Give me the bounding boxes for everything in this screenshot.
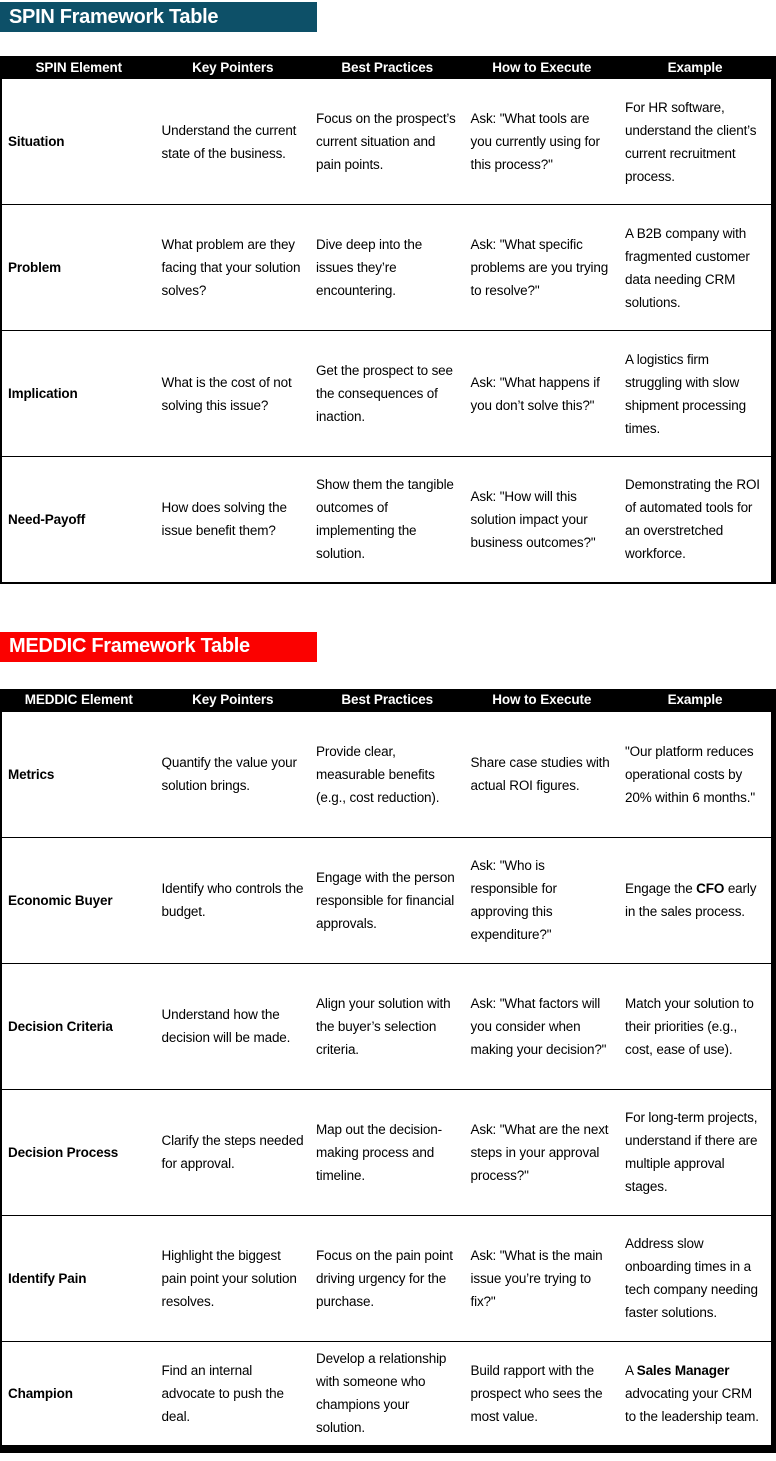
meddic-header-best-practices: Best Practices xyxy=(310,688,465,711)
cell-example: Match your solution to their priorities … xyxy=(619,962,774,1089)
cell-key-pointers: Understand how the decision will be made… xyxy=(155,962,310,1089)
meddic-header-key-pointers: Key Pointers xyxy=(155,688,310,711)
cell-example: Demonstrating the ROI of automated tools… xyxy=(619,456,774,583)
spin-header-key-pointers: Key Pointers xyxy=(155,56,310,79)
cell-key-pointers: Understand the current state of the busi… xyxy=(155,78,310,205)
cell-example: "Our platform reduces operational costs … xyxy=(619,710,774,837)
cell-best-practices: Get the prospect to see the consequences… xyxy=(310,330,465,457)
meddic-framework-table: MEDDIC Element Key Pointers Best Practic… xyxy=(0,688,776,1453)
table-row-economic-buyer: Economic Buyer Identify who controls the… xyxy=(1,836,774,963)
meddic-title: MEDDIC Framework Table xyxy=(9,635,250,657)
cell-element: Decision Process xyxy=(1,1088,156,1215)
cell-key-pointers: What is the cost of not solving this iss… xyxy=(155,330,310,457)
cell-how-to-execute: Ask: "What factors will you consider whe… xyxy=(464,962,619,1089)
spin-title-bar: SPIN Framework Table xyxy=(0,2,317,32)
cell-best-practices: Provide clear, measurable benefits (e.g.… xyxy=(310,710,465,837)
cell-key-pointers: Find an internal advocate to push the de… xyxy=(155,1340,310,1449)
cell-example: A Sales Manager advocating your CRM to t… xyxy=(619,1340,774,1449)
cell-best-practices: Develop a relationship with someone who … xyxy=(310,1340,465,1449)
spin-header-row: SPIN Element Key Pointers Best Practices… xyxy=(1,56,774,79)
cell-example: For long-term projects, understand if th… xyxy=(619,1088,774,1215)
cell-example: A logistics firm struggling with slow sh… xyxy=(619,330,774,457)
table-row-implication: Implication What is the cost of not solv… xyxy=(1,330,774,457)
spin-header-best-practices: Best Practices xyxy=(310,56,465,79)
cell-key-pointers: What problem are they facing that your s… xyxy=(155,204,310,331)
cell-best-practices: Engage with the person responsible for f… xyxy=(310,836,465,963)
cell-best-practices: Align your solution with the buyer’s sel… xyxy=(310,962,465,1089)
cell-how-to-execute: Ask: "Who is responsible for approving t… xyxy=(464,836,619,963)
table-row-problem: Problem What problem are they facing tha… xyxy=(1,204,774,331)
cell-element: Economic Buyer xyxy=(1,836,156,963)
cell-element: Implication xyxy=(1,330,156,457)
cell-how-to-execute: Ask: "What is the main issue you’re tryi… xyxy=(464,1214,619,1341)
meddic-header-how-to-execute: How to Execute xyxy=(464,688,619,711)
table-row-champion: Champion Find an internal advocate to pu… xyxy=(1,1340,774,1449)
meddic-header-row: MEDDIC Element Key Pointers Best Practic… xyxy=(1,688,774,711)
cell-element: Situation xyxy=(1,78,156,205)
cell-element: Metrics xyxy=(1,710,156,837)
meddic-title-bar: MEDDIC Framework Table xyxy=(0,631,317,662)
table-row-situation: Situation Understand the current state o… xyxy=(1,78,774,205)
cell-key-pointers: Quantify the value your solution brings. xyxy=(155,710,310,837)
cell-element: Decision Criteria xyxy=(1,962,156,1089)
cell-element: Problem xyxy=(1,204,156,331)
cell-key-pointers: Highlight the biggest pain point your so… xyxy=(155,1214,310,1341)
cell-how-to-execute: Share case studies with actual ROI figur… xyxy=(464,710,619,837)
cell-best-practices: Dive deep into the issues they’re encoun… xyxy=(310,204,465,331)
cell-element: Need-Payoff xyxy=(1,456,156,583)
meddic-header-element: MEDDIC Element xyxy=(1,688,156,711)
cell-key-pointers: Identify who controls the budget. xyxy=(155,836,310,963)
cell-element: Identify Pain xyxy=(1,1214,156,1341)
cell-key-pointers: Clarify the steps needed for approval. xyxy=(155,1088,310,1215)
cell-how-to-execute: Ask: "What are the next steps in your ap… xyxy=(464,1088,619,1215)
cell-example: Address slow onboarding times in a tech … xyxy=(619,1214,774,1341)
cell-element: Champion xyxy=(1,1340,156,1449)
table-row-decision-process: Decision Process Clarify the steps neede… xyxy=(1,1088,774,1215)
table-row-identify-pain: Identify Pain Highlight the biggest pain… xyxy=(1,1214,774,1341)
cell-how-to-execute: Ask: "What tools are you currently using… xyxy=(464,78,619,205)
cell-how-to-execute: Ask: "How will this solution impact your… xyxy=(464,456,619,583)
spin-header-how-to-execute: How to Execute xyxy=(464,56,619,79)
cell-example: Engage the CFO early in the sales proces… xyxy=(619,836,774,963)
spin-framework-table: SPIN Element Key Pointers Best Practices… xyxy=(0,56,776,584)
cell-best-practices: Focus on the prospect’s current situatio… xyxy=(310,78,465,205)
spin-header-element: SPIN Element xyxy=(1,56,156,79)
spin-header-example: Example xyxy=(619,56,774,79)
meddic-header-example: Example xyxy=(619,688,774,711)
table-row-need-payoff: Need-Payoff How does solving the issue b… xyxy=(1,456,774,583)
cell-best-practices: Focus on the pain point driving urgency … xyxy=(310,1214,465,1341)
spin-title: SPIN Framework Table xyxy=(9,5,219,28)
cell-example: For HR software, understand the client’s… xyxy=(619,78,774,205)
cell-best-practices: Show them the tangible outcomes of imple… xyxy=(310,456,465,583)
table-row-metrics: Metrics Quantify the value your solution… xyxy=(1,710,774,837)
cell-how-to-execute: Build rapport with the prospect who sees… xyxy=(464,1340,619,1449)
cell-best-practices: Map out the decision-making process and … xyxy=(310,1088,465,1215)
table-row-decision-criteria: Decision Criteria Understand how the dec… xyxy=(1,962,774,1089)
cell-how-to-execute: Ask: "What specific problems are you try… xyxy=(464,204,619,331)
cell-key-pointers: How does solving the issue benefit them? xyxy=(155,456,310,583)
cell-example: A B2B company with fragmented customer d… xyxy=(619,204,774,331)
cell-how-to-execute: Ask: "What happens if you don’t solve th… xyxy=(464,330,619,457)
